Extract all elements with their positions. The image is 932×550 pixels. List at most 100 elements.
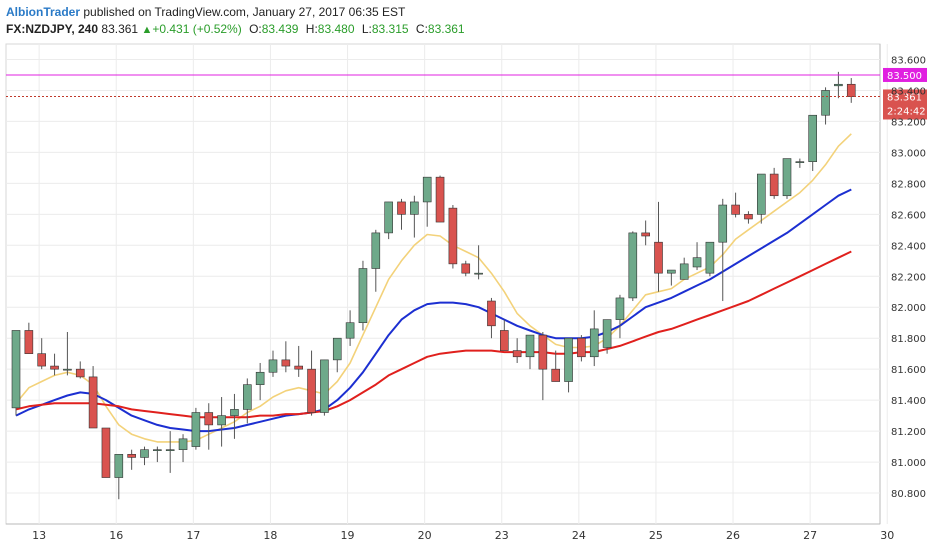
candle xyxy=(204,403,214,450)
candle-body xyxy=(692,257,702,268)
change-value: +0.431 (+0.52%) xyxy=(152,22,242,36)
candle-body xyxy=(667,269,676,274)
last-price-badge xyxy=(883,89,927,120)
candle xyxy=(435,175,445,223)
y-tick-label: 81.400 xyxy=(891,396,926,407)
candle-body xyxy=(628,232,638,299)
candle xyxy=(294,345,304,377)
ohlc-line: FX:NZDJPY, 240 83.361 ▲+0.431 (+0.52%) O… xyxy=(6,21,465,38)
publish-line: AlbionTrader published on TradingView.co… xyxy=(6,4,405,20)
candle-body xyxy=(602,319,612,348)
candle xyxy=(230,393,239,439)
candle-body xyxy=(11,330,21,409)
candle xyxy=(615,294,625,339)
candle-body xyxy=(153,449,162,451)
candles xyxy=(11,71,856,500)
candle-body xyxy=(538,334,548,370)
candle-body xyxy=(795,161,805,163)
candle xyxy=(191,407,201,450)
candle xyxy=(589,310,599,367)
candle-body xyxy=(589,328,599,358)
candle xyxy=(397,198,406,230)
x-tick-label: 13 xyxy=(32,529,46,542)
candle xyxy=(731,192,740,218)
candle-body xyxy=(718,204,728,243)
candle xyxy=(667,269,676,286)
candle-body xyxy=(307,368,316,413)
moving-average-mid xyxy=(15,188,852,433)
candle xyxy=(718,198,728,302)
x-tick-label: 25 xyxy=(649,529,663,542)
candle-body xyxy=(564,337,573,382)
candle-body xyxy=(204,412,214,426)
candle xyxy=(705,241,715,277)
candle-body xyxy=(371,232,381,269)
candle-body xyxy=(808,114,818,162)
candle xyxy=(679,257,689,280)
y-tick-label: 82.400 xyxy=(891,241,926,252)
candle xyxy=(525,334,535,370)
candle-body xyxy=(769,173,779,197)
candle-body xyxy=(461,263,471,274)
candle-body xyxy=(756,173,766,215)
low-value: 83.315 xyxy=(371,22,409,36)
price-markers: 83.500 83.361 2:24:42 xyxy=(6,67,927,120)
x-tick-label: 27 xyxy=(803,529,817,542)
candle-body xyxy=(499,330,509,351)
y-tick-label: 83.000 xyxy=(891,148,926,159)
candle-body xyxy=(114,454,124,478)
candle xyxy=(834,71,843,99)
candle-body xyxy=(577,337,586,358)
candle xyxy=(281,341,291,373)
candle-body xyxy=(230,409,239,416)
candle-body xyxy=(320,359,329,413)
y-tick-label: 83.600 xyxy=(891,55,926,66)
candle-body xyxy=(217,415,226,426)
candle xyxy=(268,350,278,377)
candle xyxy=(50,353,59,376)
candle xyxy=(782,158,792,199)
x-tick-label: 18 xyxy=(263,529,277,542)
y-tick-label: 81.600 xyxy=(891,365,926,376)
candle xyxy=(217,397,226,447)
candle xyxy=(11,330,21,416)
plot-area xyxy=(5,43,881,525)
candle xyxy=(744,211,753,224)
candle xyxy=(320,359,329,416)
candle-body xyxy=(435,176,445,223)
candle xyxy=(165,431,175,473)
candle-body xyxy=(37,353,47,367)
candle xyxy=(474,245,483,280)
candle-body xyxy=(255,371,265,385)
close-label: C: xyxy=(415,22,428,36)
y-tick-label: 80.800 xyxy=(891,489,926,500)
candle-body xyxy=(448,207,458,265)
candle xyxy=(371,229,381,292)
candle xyxy=(564,337,573,393)
candle-body xyxy=(512,350,522,358)
x-tick-label: 16 xyxy=(109,529,123,542)
candle-body xyxy=(127,454,136,458)
y-tick-label: 81.800 xyxy=(891,334,926,345)
candle xyxy=(769,167,779,199)
candle xyxy=(24,322,34,354)
candle xyxy=(512,338,522,363)
candle xyxy=(88,366,98,429)
symbol-label[interactable]: FX:NZDJPY, 240 xyxy=(6,22,99,36)
close-value: 83.361 xyxy=(427,22,465,36)
candle-body xyxy=(474,272,483,275)
candle xyxy=(255,362,265,401)
candle-body xyxy=(834,83,843,87)
up-arrow-icon: ▲ xyxy=(141,24,153,36)
y-tick-label: 82.200 xyxy=(891,272,926,283)
candle-body xyxy=(50,365,59,370)
candle-body xyxy=(191,412,201,447)
candle-body xyxy=(294,365,304,370)
candle xyxy=(75,361,85,379)
author-link[interactable]: AlbionTrader xyxy=(6,5,81,19)
candle xyxy=(307,350,316,416)
candle xyxy=(808,114,818,171)
candle-body xyxy=(140,449,149,458)
candle xyxy=(577,335,586,362)
